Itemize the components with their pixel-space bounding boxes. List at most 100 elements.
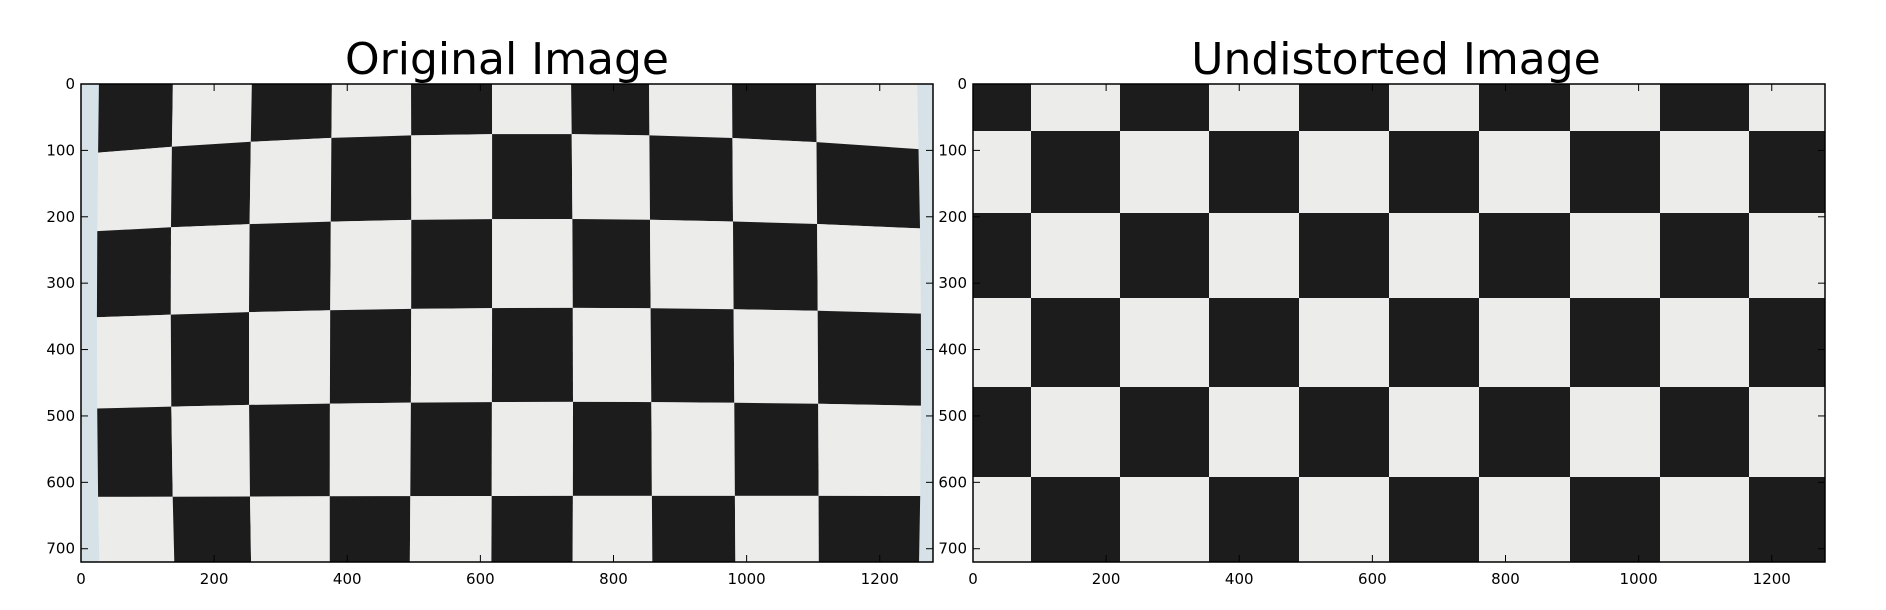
x-tick-label: 1200	[1753, 570, 1791, 588]
checker-square	[734, 495, 819, 562]
x-tick-label: 1000	[1620, 570, 1658, 588]
checker-square	[1299, 84, 1389, 131]
checker-square	[1570, 84, 1660, 131]
x-tick-label: 800	[599, 570, 628, 588]
checker-square	[329, 496, 411, 562]
original-image-panel: Original Image 0 200 400 600 800 1000 1200 0 100…	[46, 34, 934, 588]
y-tick-label: 300	[46, 274, 75, 292]
checker-square	[1749, 298, 1825, 387]
checker-square	[329, 308, 412, 404]
original-image-frame	[80, 83, 934, 563]
checker-square	[818, 403, 921, 496]
checker-square	[249, 137, 332, 225]
checker-square	[492, 134, 573, 220]
checker-square	[572, 401, 652, 496]
checker-square	[649, 135, 733, 222]
checker-square	[1749, 213, 1825, 298]
undistorted-checkerboard	[973, 84, 1825, 610]
checker-square	[411, 134, 493, 220]
checker-square	[1479, 213, 1570, 298]
checker-square	[491, 495, 573, 562]
y-tick-label: 100	[938, 141, 967, 159]
y-tick-label: 400	[46, 341, 75, 359]
checker-square	[1031, 477, 1120, 562]
checker-square	[491, 307, 573, 403]
checker-square	[409, 496, 492, 562]
original-checkerboard	[96, 84, 921, 562]
checker-square	[733, 221, 818, 311]
checker-square	[732, 84, 817, 143]
x-tick-label: 800	[1491, 570, 1520, 588]
checker-square	[492, 219, 573, 309]
checker-square	[1660, 84, 1749, 131]
checker-square	[1570, 298, 1660, 387]
checker-square	[1749, 387, 1825, 477]
y-tick-label: 200	[46, 208, 75, 226]
checker-square	[96, 227, 171, 318]
checker-square	[171, 404, 250, 497]
checker-square	[1389, 567, 1479, 610]
checker-square	[816, 142, 920, 229]
checker-square	[1209, 84, 1299, 131]
checker-square	[1120, 298, 1209, 387]
checker-square	[410, 308, 493, 403]
undistorted-image-title: Undistorted Image	[1191, 34, 1600, 85]
original-image-title: Original Image	[345, 34, 669, 85]
x-tick-label: 600	[1358, 570, 1387, 588]
y-tick-label: 700	[938, 540, 967, 558]
checker-square	[1120, 477, 1209, 562]
checker-square	[651, 495, 736, 562]
checker-square	[491, 401, 573, 496]
checker-square	[1120, 131, 1209, 213]
x-tick-label: 200	[1092, 570, 1121, 588]
checker-square	[1299, 131, 1389, 213]
checker-square	[410, 402, 492, 497]
checker-square	[1120, 567, 1209, 610]
undistorted-image-plot	[972, 83, 1826, 610]
checker-square	[1031, 131, 1120, 213]
checker-square	[973, 477, 1031, 562]
checker-square	[98, 84, 173, 153]
undistorted-image-axes: 0 200 400 600 800 1000 1200 0 100 200 300 400 500 600…	[938, 75, 1825, 588]
checker-square	[1389, 477, 1479, 562]
checker-square	[817, 224, 921, 314]
y-tick-label: 600	[46, 473, 75, 491]
checker-square	[973, 567, 1031, 610]
checker-square	[250, 496, 330, 562]
checker-square	[96, 314, 172, 409]
checker-square	[1660, 387, 1749, 477]
y-tick-label: 500	[46, 407, 75, 425]
checker-square	[1479, 387, 1570, 477]
checker-square	[649, 84, 733, 138]
y-tick-label: 400	[938, 341, 967, 359]
checker-square	[818, 495, 921, 562]
checker-square	[1389, 387, 1479, 477]
checker-square	[973, 84, 1031, 131]
original-image-axes: 0 200 400 600 800 1000 1200 0 100 200 300 400 500 600…	[46, 75, 933, 588]
checker-square	[171, 141, 251, 228]
checker-square	[1749, 477, 1825, 562]
checker-square	[1209, 213, 1299, 298]
original-image-plot	[80, 83, 934, 563]
x-tick-label: 0	[76, 570, 86, 588]
checker-square	[973, 298, 1031, 387]
checker-square	[1389, 298, 1479, 387]
y-tick-label: 300	[938, 274, 967, 292]
checker-square	[1120, 387, 1209, 477]
checker-square	[1660, 298, 1749, 387]
checker-square	[411, 84, 493, 136]
checker-square	[1479, 84, 1570, 131]
checker-square	[331, 84, 412, 138]
checker-square	[1660, 131, 1749, 213]
checker-square	[1389, 131, 1479, 213]
y-tick-label: 0	[65, 75, 75, 93]
checker-square	[1570, 213, 1660, 298]
y-tick-label: 600	[938, 473, 967, 491]
checker-square	[1570, 131, 1660, 213]
checker-square	[1749, 131, 1825, 213]
checker-square	[250, 84, 332, 142]
x-tick-label: 400	[1225, 570, 1254, 588]
checker-square	[1120, 213, 1209, 298]
y-tick-label: 100	[46, 141, 75, 159]
checker-square	[1031, 298, 1120, 387]
